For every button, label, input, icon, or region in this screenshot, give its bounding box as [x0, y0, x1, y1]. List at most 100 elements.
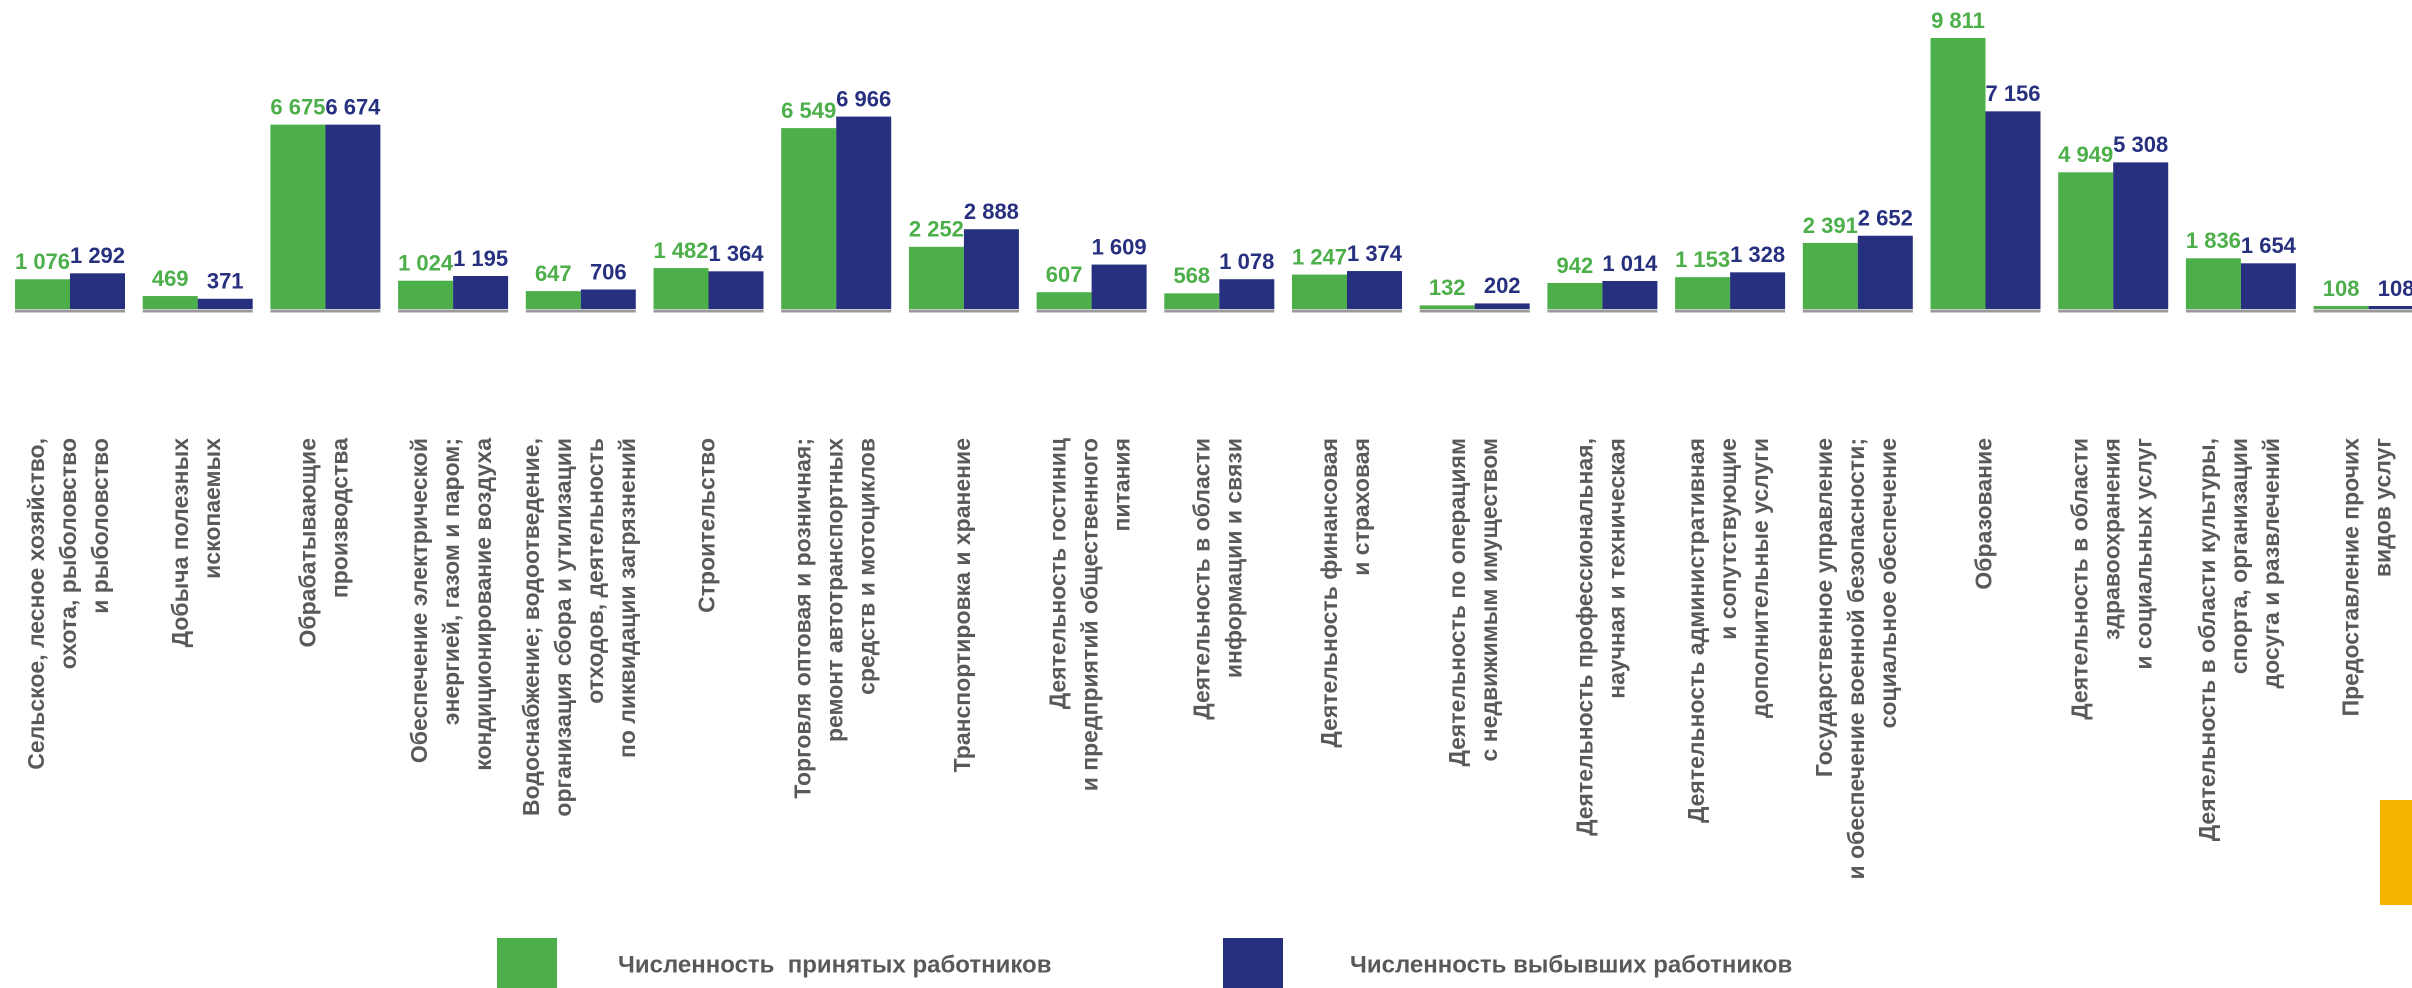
category-label: и предприятий общественного	[1077, 438, 1103, 791]
value-label: 1 076	[15, 249, 70, 274]
value-label: 108	[2378, 276, 2412, 301]
value-label: 1 153	[1675, 247, 1730, 272]
value-label: 4 949	[2058, 142, 2113, 167]
category-label: и обеспечение военной безопасности;	[1843, 438, 1869, 879]
legend-label: Численность принятых работников	[618, 951, 1051, 978]
value-label: 2 391	[1803, 213, 1858, 238]
value-label: 371	[207, 269, 244, 294]
category-label: спорта, организации	[2226, 438, 2252, 674]
bar	[15, 279, 70, 309]
value-label: 2 252	[909, 217, 964, 242]
bar	[398, 280, 454, 309]
bar	[1547, 282, 1603, 309]
value-label: 1 374	[1347, 241, 1403, 266]
value-label: 1 364	[708, 241, 764, 266]
legend-label: Численность выбывших работников	[1350, 951, 1792, 978]
value-label: 6 549	[781, 98, 836, 123]
value-label: 1 195	[453, 246, 508, 271]
value-label: 568	[1173, 263, 1210, 288]
category-label: энергией, газом и паром;	[438, 438, 464, 725]
bar	[2313, 306, 2369, 309]
value-label: 2 888	[964, 199, 1019, 224]
legend-swatch	[497, 938, 557, 988]
bar	[836, 116, 892, 310]
value-label: 1 014	[1602, 251, 1658, 276]
value-label: 7 156	[1985, 81, 2040, 106]
bar	[453, 275, 509, 309]
value-label: 5 308	[2113, 132, 2168, 157]
category-label: Образование	[1971, 438, 1997, 590]
value-label: 6 966	[836, 86, 891, 111]
category-label: Обрабатывающие	[294, 438, 320, 647]
bar	[908, 246, 964, 309]
value-label: 108	[2323, 276, 2360, 301]
category-label: Деятельность в области	[1188, 438, 1214, 720]
bar	[653, 268, 709, 309]
category-label: Деятельность административная	[1683, 438, 1709, 823]
value-label: 132	[1429, 275, 1466, 300]
bar	[1675, 277, 1731, 309]
value-label: 469	[152, 266, 189, 291]
bar	[1802, 242, 1858, 309]
category-label: ремонт автотранспортных	[821, 438, 847, 742]
category-label: и социальных услуг	[2130, 438, 2156, 670]
category-label: Деятельность профессиональная,	[1571, 438, 1597, 836]
category-label: и сопутствующие	[1715, 438, 1741, 640]
value-label: 1 024	[398, 251, 454, 276]
category-label: отходов, деятельность	[582, 438, 608, 704]
value-label: 607	[1046, 262, 1083, 287]
category-label: научная и техническая	[1603, 438, 1629, 699]
decor	[2380, 800, 2412, 905]
value-label: 1 328	[1730, 242, 1785, 267]
category-label: с недвижимым имуществом	[1476, 438, 1502, 761]
value-label: 1 292	[70, 243, 125, 268]
value-label: 1 609	[1092, 234, 1147, 259]
bar	[1930, 38, 1986, 309]
category-label: средств и мотоциклов	[853, 438, 879, 695]
category-label: Деятельность в области	[2066, 438, 2092, 720]
category-label: охота, рыболовство	[55, 438, 81, 669]
bar	[580, 289, 636, 309]
bar	[1474, 303, 1530, 309]
value-label: 6 675	[270, 94, 325, 119]
category-label: Транспортировка и хранение	[949, 438, 975, 772]
value-label: 1 836	[2186, 228, 2241, 253]
category-label: Водоснабжение; водоотведение,	[518, 438, 544, 816]
category-label: питания	[1109, 438, 1135, 532]
bar	[1292, 274, 1347, 309]
value-label: 2 652	[1858, 206, 1913, 231]
category-label: видов услуг	[2370, 438, 2396, 577]
value-label: 1 247	[1292, 244, 1347, 269]
category-label: Строительство	[694, 438, 720, 613]
category-label: производства	[326, 438, 352, 598]
value-label: 9 811	[1931, 8, 1985, 33]
bar	[142, 296, 198, 309]
category-label: Деятельность гостиниц	[1045, 438, 1071, 709]
category-label: и страховая	[1348, 438, 1374, 576]
bar	[2058, 172, 2114, 309]
category-label: досуга и развлечений	[2258, 438, 2284, 688]
bar	[1857, 235, 1913, 309]
bar	[1036, 292, 1092, 309]
category-label: Деятельность по операциям	[1444, 438, 1470, 767]
value-label: 706	[590, 259, 627, 284]
bar	[525, 291, 581, 309]
category-label: Добыча полезных	[167, 438, 193, 648]
legend-swatch	[1223, 938, 1283, 988]
bar	[1347, 271, 1402, 309]
category-label: кондиционирование воздуха	[470, 438, 496, 771]
bar	[2368, 306, 2412, 309]
category-label: Торговля оптовая и розничная;	[789, 438, 815, 799]
bar	[197, 298, 253, 309]
value-label: 1 654	[2241, 233, 2297, 258]
category-label: информации и связи	[1220, 438, 1246, 678]
value-label: 1 078	[1219, 249, 1274, 274]
category-label: Предоставление прочих	[2338, 438, 2364, 717]
bar	[1091, 264, 1147, 309]
category-label: социальное обеспечение	[1875, 438, 1901, 728]
value-label: 6 674	[325, 94, 381, 119]
category-label: организация сбора и утилизации	[550, 438, 576, 817]
value-label: 1 482	[653, 238, 708, 263]
category-label: Сельское, лесное хозяйство,	[23, 438, 49, 770]
